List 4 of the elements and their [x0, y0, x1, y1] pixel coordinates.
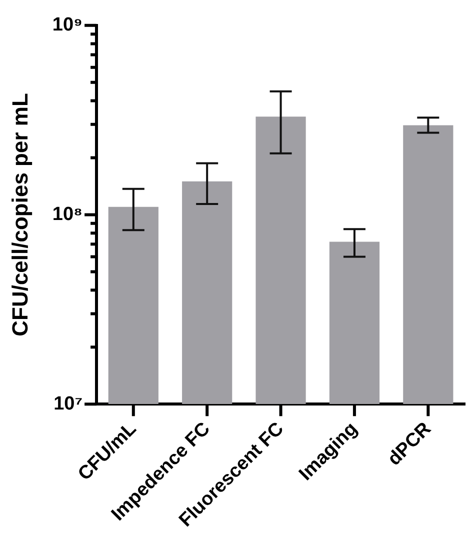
- y-tick-label: 10⁹: [52, 14, 83, 36]
- y-tick-label: 10⁷: [54, 393, 83, 414]
- y-tick-label: 10⁸: [52, 204, 83, 225]
- y-axis-title: CFU/cell/copies per mL: [7, 93, 32, 336]
